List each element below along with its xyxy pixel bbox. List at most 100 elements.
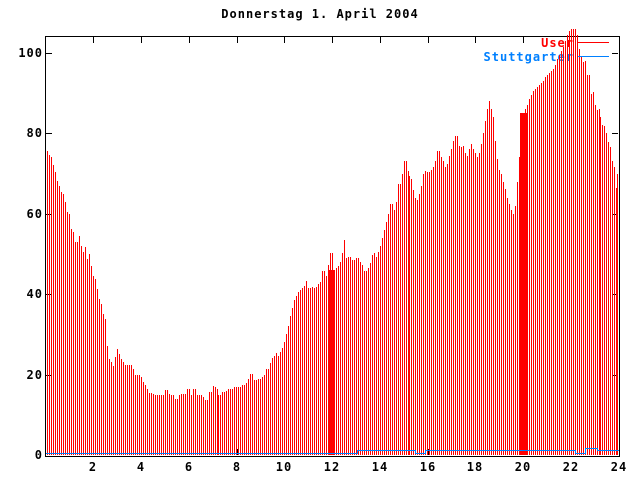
user-impulse-bar [75, 242, 76, 455]
user-impulse-bar [577, 35, 578, 455]
user-impulse-bar [350, 257, 351, 455]
user-impulse-bar [211, 392, 212, 455]
user-impulse-bar [177, 399, 178, 455]
user-impulse-bar [179, 395, 180, 455]
user-impulse-bar [266, 369, 267, 455]
user-impulse-bar [286, 334, 287, 455]
user-impulse-bar [372, 255, 373, 455]
user-impulse-bar [386, 222, 387, 455]
user-impulse-bar [282, 348, 283, 455]
x-tick-label: 22 [562, 460, 580, 474]
user-impulse-bar [417, 200, 418, 455]
user-impulse-bar [565, 41, 566, 455]
y-tick-label: 0 [34, 448, 43, 462]
user-impulse-bar [252, 374, 253, 455]
user-impulse-bar [55, 172, 56, 455]
user-impulse-bar [366, 271, 367, 455]
user-impulse-bar [479, 153, 480, 455]
user-impulse-bar [181, 394, 182, 455]
user-impulse-bar [125, 365, 126, 455]
user-impulse-bar [95, 279, 96, 455]
user-impulse-bar [559, 55, 560, 455]
user-impulse-bar [310, 288, 311, 455]
user-impulse-bar [388, 214, 389, 455]
user-impulse-bar [557, 59, 558, 455]
user-impulse-bar [382, 238, 383, 455]
stuttgarter-line-segment [597, 450, 619, 451]
user-impulse-bar [427, 172, 428, 455]
user-impulse-bar [433, 167, 434, 455]
user-impulse-bar [451, 149, 452, 455]
user-impulse-bar [175, 399, 176, 455]
x-tick-mark-top [380, 37, 381, 43]
user-impulse-bar [358, 258, 359, 455]
user-impulse-bar [240, 387, 241, 455]
user-impulse-bar [493, 117, 494, 455]
user-impulse-bar [439, 151, 440, 455]
user-impulse-bar [537, 87, 538, 455]
user-impulse-bar [244, 385, 245, 455]
user-impulse-bar [453, 141, 454, 455]
user-impulse-bar [258, 379, 259, 455]
x-tick-label: 14 [371, 460, 389, 474]
user-impulse-bar [569, 31, 570, 455]
user-impulse-bar [83, 252, 84, 455]
y-tick-mark-right [612, 53, 618, 54]
user-impulse-bar [111, 362, 112, 455]
user-impulse-bar [298, 292, 299, 455]
user-impulse-bar [604, 126, 605, 455]
user-impulse-bar [101, 304, 102, 455]
user-impulse-bar [113, 366, 114, 455]
user-impulse-bar [254, 380, 255, 455]
user-impulse-bar [421, 186, 422, 455]
user-impulse-bar [199, 395, 200, 455]
x-tick-label: 18 [466, 460, 484, 474]
x-tick-label: 24 [610, 460, 628, 474]
user-impulse-bar [481, 144, 482, 455]
y-tick-mark-right [612, 133, 618, 134]
x-tick-mark-top [284, 37, 285, 43]
user-impulse-bar [107, 346, 108, 455]
y-tick-mark-right [612, 294, 618, 295]
user-impulse-bar [328, 265, 329, 455]
x-tick-label: 8 [232, 460, 242, 474]
x-tick-mark-top [475, 37, 476, 43]
user-impulse-bar [447, 164, 448, 455]
user-impulse-bar [585, 61, 586, 455]
user-impulse-bar [340, 262, 341, 455]
user-impulse-bar [487, 109, 488, 455]
user-impulse-bar [519, 157, 520, 455]
user-impulse-bar [425, 171, 426, 455]
user-impulse-bar [91, 266, 92, 455]
user-impulse-bar [581, 57, 582, 455]
y-tick-label: 40 [26, 287, 43, 301]
user-impulse-bar [336, 268, 337, 455]
y-tick-label: 80 [26, 126, 43, 140]
user-impulse-bar [376, 257, 377, 455]
x-tick-mark-top [93, 37, 94, 43]
user-impulse-bar [404, 161, 405, 455]
user-impulse-bar [384, 230, 385, 455]
user-impulse-bar [129, 365, 130, 455]
user-impulse-bar [445, 167, 446, 455]
user-impulse-bar [276, 353, 277, 455]
user-impulse-bar [378, 252, 379, 455]
user-impulse-bar [409, 176, 410, 455]
user-impulse-bar [461, 147, 462, 455]
user-impulse-bar [535, 89, 536, 455]
user-impulse-bar [278, 356, 279, 455]
stuttgarter-line-step [597, 448, 598, 451]
user-impulse-bar [93, 276, 94, 455]
x-tick-label: 4 [136, 460, 146, 474]
user-impulse-bar [189, 389, 190, 455]
user-impulse-bar [228, 389, 229, 455]
user-impulse-bar [314, 288, 315, 455]
user-impulse-bar [533, 91, 534, 455]
user-dense-bar [520, 113, 527, 455]
user-impulse-bar [197, 395, 198, 455]
user-impulse-bar [507, 198, 508, 455]
user-impulse-bar [344, 240, 345, 455]
user-impulse-bar [163, 395, 164, 455]
user-impulse-bar [47, 151, 48, 455]
